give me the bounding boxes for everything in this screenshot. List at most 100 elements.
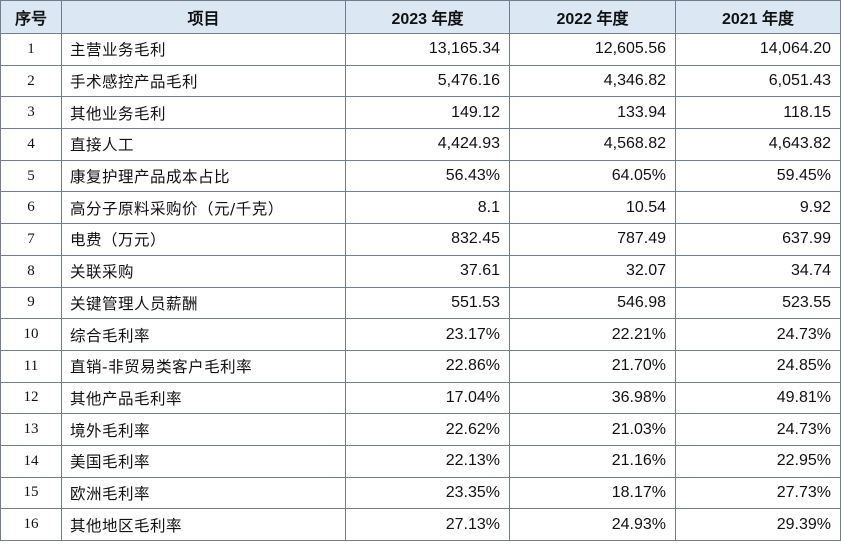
table-row: 1 主营业务毛利 13,165.34 12,605.56 14,064.20 — [0, 33, 841, 66]
cell-2021: 9.92 — [675, 191, 841, 225]
header-2022: 2022 年度 — [509, 0, 676, 34]
cell-2023: 149.12 — [345, 96, 510, 130]
cell-2022: 12,605.56 — [509, 33, 676, 66]
cell-2021: 34.74 — [675, 254, 841, 288]
cell-2021: 59.45% — [675, 159, 841, 193]
cell-2022: 21.03% — [509, 413, 676, 446]
table-row: 10 综合毛利率 23.17% 22.21% 24.73% — [0, 318, 841, 351]
cell-2022: 21.16% — [509, 444, 676, 478]
cell-2023: 22.62% — [345, 413, 510, 446]
cell-2023: 8.1 — [345, 191, 510, 225]
cell-2022: 4,568.82 — [509, 128, 676, 161]
table-body: 1 主营业务毛利 13,165.34 12,605.56 14,064.20 2 手术感控产… — [0, 33, 841, 541]
cell-2023: 56.43% — [345, 159, 510, 193]
table-row: 13 境外毛利率 22.62% 21.03% 24.73% — [0, 413, 841, 446]
cell-2021: 24.73% — [675, 318, 841, 351]
cell-item: 关键管理人员薪酬 — [61, 286, 346, 320]
table-row: 6 高分子原料采购价（元/千克） 8.1 10.54 9.92 — [0, 191, 841, 225]
table-row: 12 其他产品毛利率 17.04% 36.98% 49.81% — [0, 381, 841, 415]
header-2021: 2021 年度 — [675, 0, 841, 34]
cell-item: 关联采购 — [61, 254, 346, 288]
cell-item: 康复护理产品成本占比 — [61, 159, 346, 193]
table-row: 3 其他业务毛利 149.12 133.94 118.15 — [0, 96, 841, 130]
cell-index: 3 — [0, 96, 62, 130]
cell-item: 欧洲毛利率 — [61, 476, 346, 510]
cell-2022: 36.98% — [509, 381, 676, 415]
cell-item: 直接人工 — [61, 128, 346, 161]
cell-2022: 22.21% — [509, 318, 676, 351]
cell-2021: 6,051.43 — [675, 64, 841, 98]
cell-item: 直销-非贸易类客户毛利率 — [61, 349, 346, 383]
header-2023: 2023 年度 — [345, 0, 510, 34]
cell-2023: 23.35% — [345, 476, 510, 510]
cell-index: 1 — [0, 33, 62, 66]
cell-2021: 24.73% — [675, 413, 841, 446]
table-row: 4 直接人工 4,424.93 4,568.82 4,643.82 — [0, 128, 841, 161]
cell-2023: 27.13% — [345, 508, 510, 541]
cell-2022: 21.70% — [509, 349, 676, 383]
table-row: 2 手术感控产品毛利 5,476.16 4,346.82 6,051.43 — [0, 64, 841, 98]
cell-index: 15 — [0, 476, 62, 510]
cell-2023: 22.13% — [345, 444, 510, 478]
cell-index: 11 — [0, 349, 62, 383]
cell-2023: 832.45 — [345, 223, 510, 256]
table-row: 8 关联采购 37.61 32.07 34.74 — [0, 254, 841, 288]
cell-2023: 37.61 — [345, 254, 510, 288]
cell-2021: 637.99 — [675, 223, 841, 256]
cell-2023: 23.17% — [345, 318, 510, 351]
table-row: 14 美国毛利率 22.13% 21.16% 22.95% — [0, 444, 841, 478]
cell-item: 其他产品毛利率 — [61, 381, 346, 415]
cell-2022: 4,346.82 — [509, 64, 676, 98]
cell-2021: 22.95% — [675, 444, 841, 478]
cell-2021: 24.85% — [675, 349, 841, 383]
table-row: 9 关键管理人员薪酬 551.53 546.98 523.55 — [0, 286, 841, 320]
cell-2021: 29.39% — [675, 508, 841, 541]
header-item: 项目 — [61, 0, 346, 34]
cell-2022: 133.94 — [509, 96, 676, 130]
cell-index: 2 — [0, 64, 62, 98]
cell-2022: 787.49 — [509, 223, 676, 256]
cell-2023: 4,424.93 — [345, 128, 510, 161]
cell-item: 电费（万元） — [61, 223, 346, 256]
cell-2022: 546.98 — [509, 286, 676, 320]
cell-2021: 27.73% — [675, 476, 841, 510]
table-row: 15 欧洲毛利率 23.35% 18.17% 27.73% — [0, 476, 841, 510]
cell-item: 主营业务毛利 — [61, 33, 346, 66]
cell-item: 手术感控产品毛利 — [61, 64, 346, 98]
cell-item: 美国毛利率 — [61, 444, 346, 478]
header-index: 序号 — [0, 0, 62, 34]
cell-2021: 523.55 — [675, 286, 841, 320]
cell-index: 9 — [0, 286, 62, 320]
table-row: 5 康复护理产品成本占比 56.43% 64.05% 59.45% — [0, 159, 841, 193]
table-row: 11 直销-非贸易类客户毛利率 22.86% 21.70% 24.85% — [0, 349, 841, 383]
cell-item: 综合毛利率 — [61, 318, 346, 351]
cell-index: 5 — [0, 159, 62, 193]
table-header-row: 序号 项目 2023 年度 2022 年度 2021 年度 — [0, 0, 841, 34]
cell-index: 12 — [0, 381, 62, 415]
cell-2021: 118.15 — [675, 96, 841, 130]
cell-index: 13 — [0, 413, 62, 446]
cell-item: 境外毛利率 — [61, 413, 346, 446]
cell-item: 其他业务毛利 — [61, 96, 346, 130]
table-row: 7 电费（万元） 832.45 787.49 637.99 — [0, 223, 841, 256]
cell-2023: 551.53 — [345, 286, 510, 320]
cell-2022: 32.07 — [509, 254, 676, 288]
cell-2023: 13,165.34 — [345, 33, 510, 66]
cell-item: 其他地区毛利率 — [61, 508, 346, 541]
cell-2023: 22.86% — [345, 349, 510, 383]
cell-index: 8 — [0, 254, 62, 288]
cell-index: 14 — [0, 444, 62, 478]
cell-index: 10 — [0, 318, 62, 351]
cell-2022: 64.05% — [509, 159, 676, 193]
cell-2022: 18.17% — [509, 476, 676, 510]
cell-2022: 24.93% — [509, 508, 676, 541]
table-row: 16 其他地区毛利率 27.13% 24.93% 29.39% — [0, 508, 841, 541]
cell-item: 高分子原料采购价（元/千克） — [61, 191, 346, 225]
cell-index: 4 — [0, 128, 62, 161]
cell-2021: 14,064.20 — [675, 33, 841, 66]
cell-2022: 10.54 — [509, 191, 676, 225]
cell-2023: 17.04% — [345, 381, 510, 415]
cell-index: 16 — [0, 508, 62, 541]
cell-2021: 49.81% — [675, 381, 841, 415]
